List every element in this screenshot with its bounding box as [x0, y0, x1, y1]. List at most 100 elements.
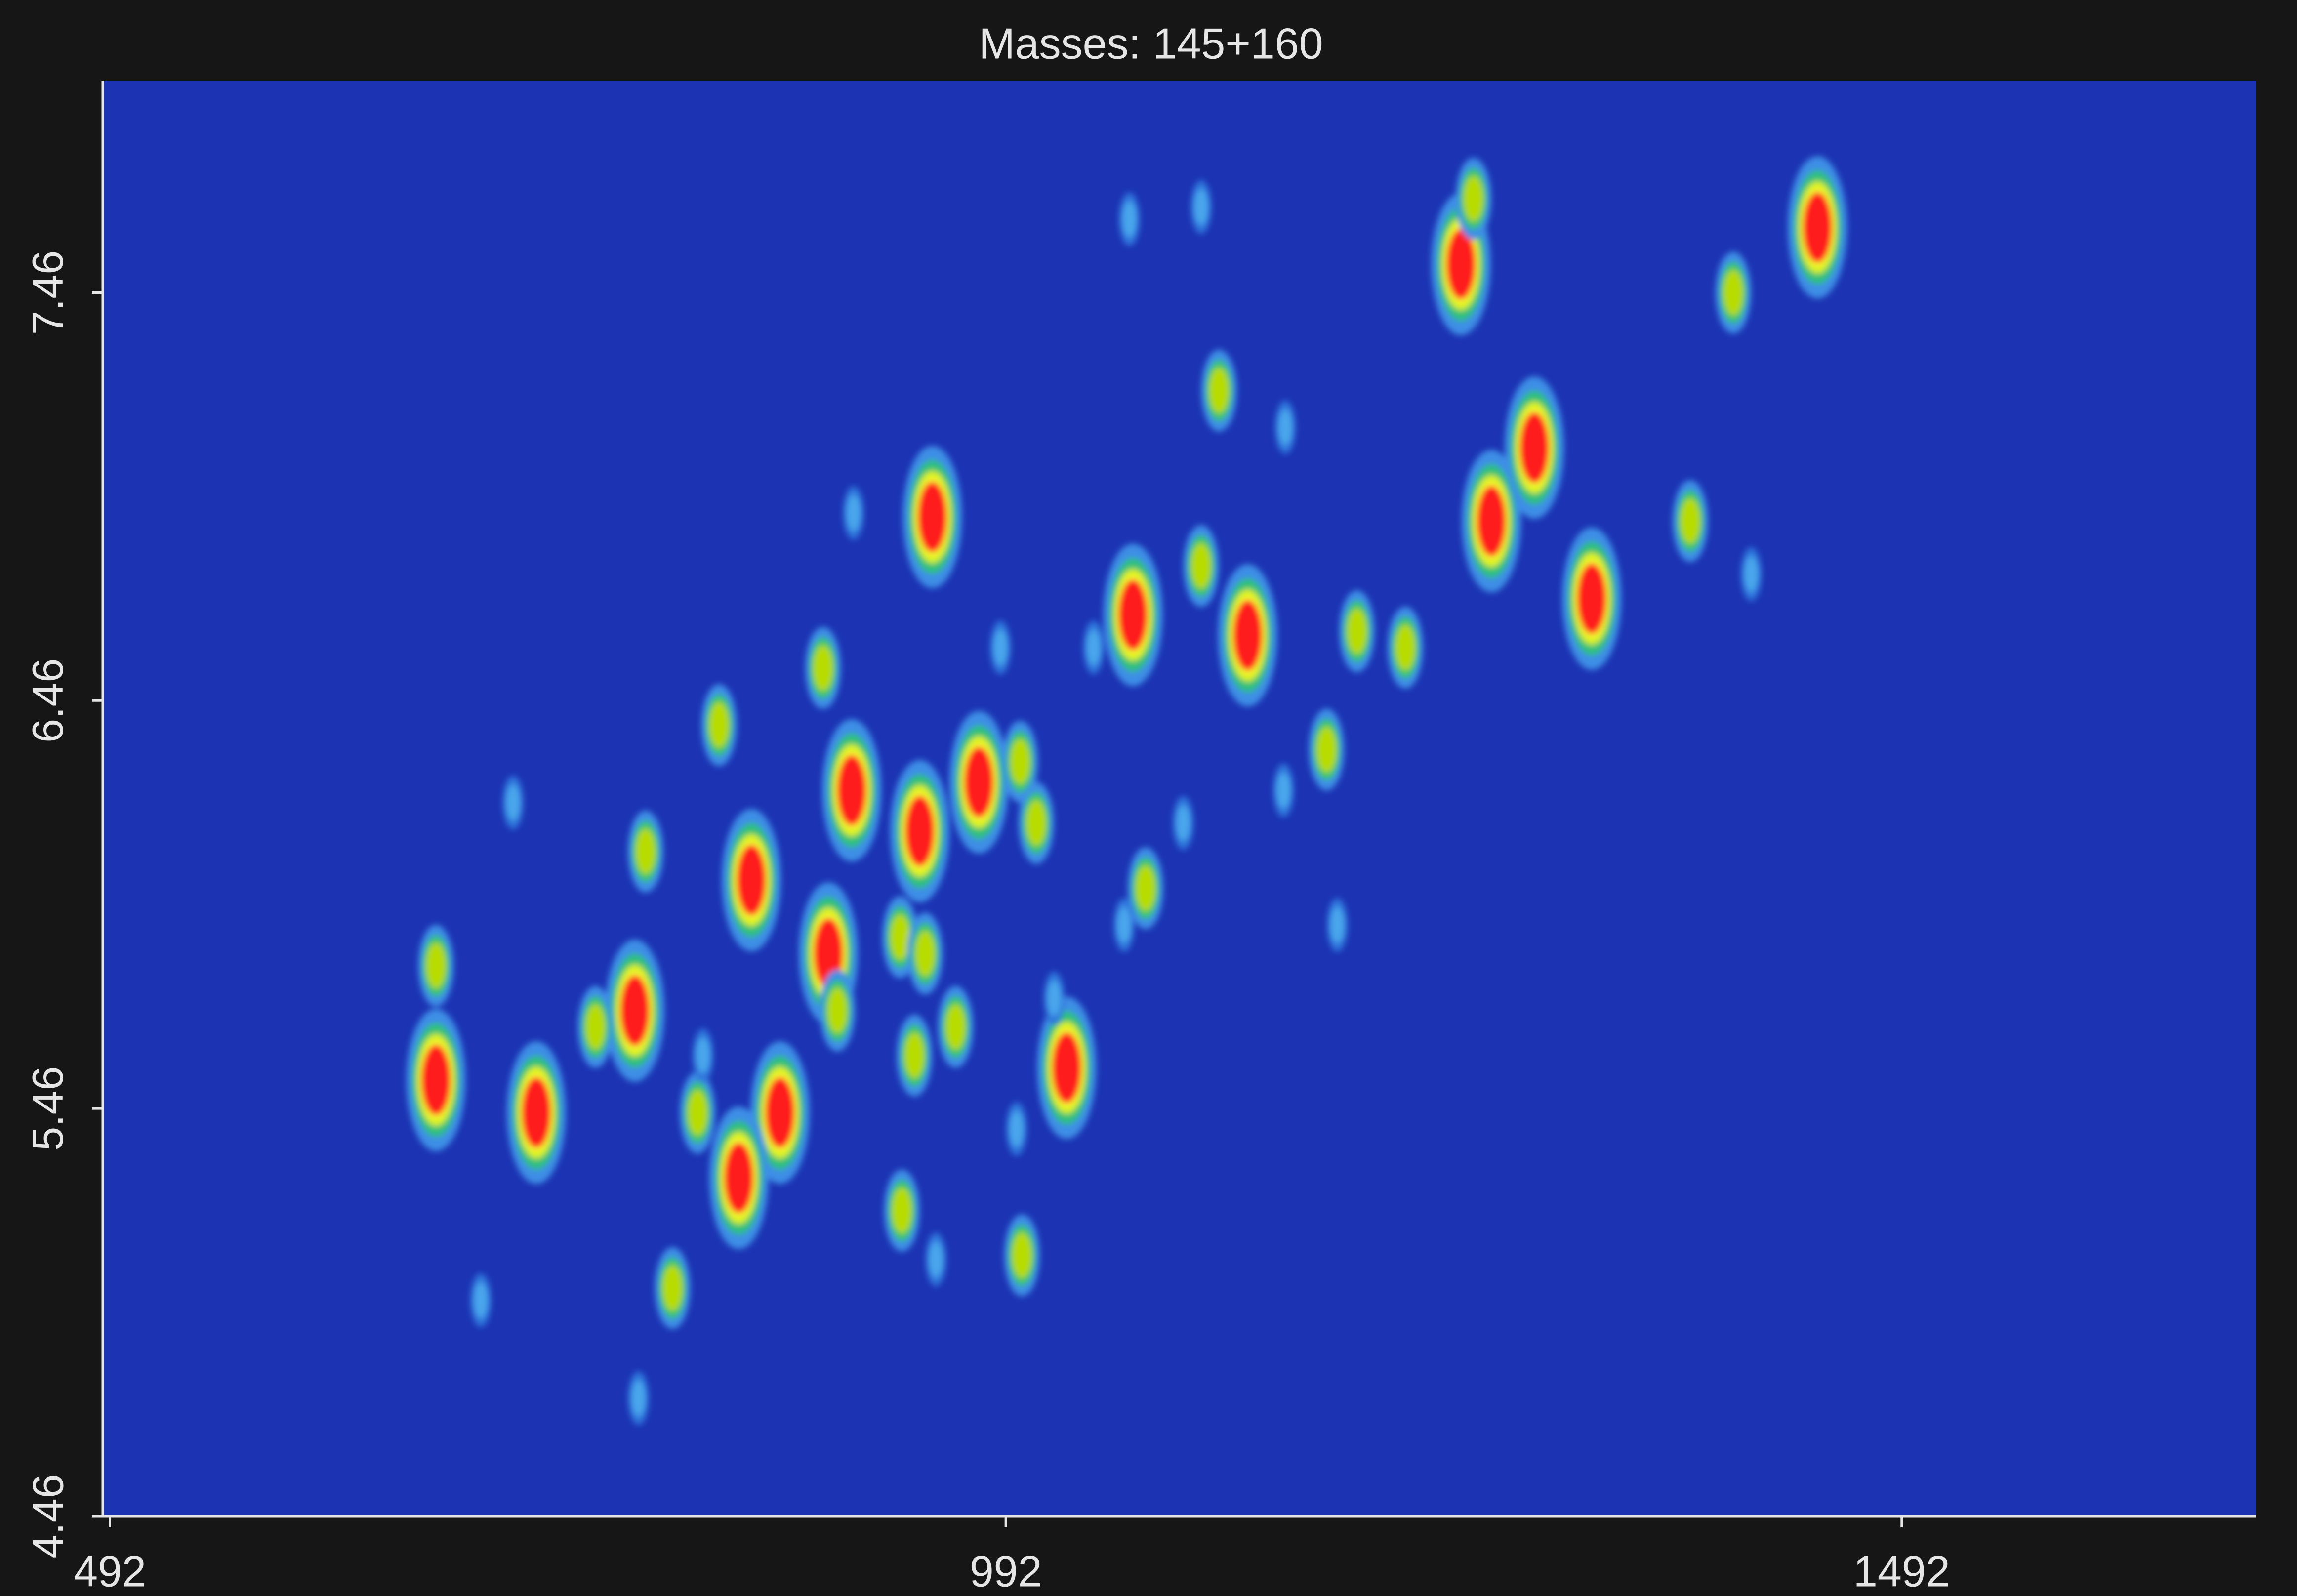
spot: [628, 811, 664, 893]
spot-layer: [1176, 805, 1190, 841]
spot: [949, 711, 1009, 854]
spot-layer: [1026, 800, 1046, 846]
spot-layer: [1744, 556, 1759, 592]
spot-layer: [1012, 1232, 1032, 1278]
y-tick-label: 5.46: [23, 1066, 72, 1151]
y-tick-label: 6.46: [23, 658, 72, 743]
spot-layer: [1680, 498, 1700, 544]
spot: [577, 986, 614, 1068]
spot: [693, 1028, 714, 1082]
spot-layer: [904, 1032, 925, 1078]
spot-layer: [945, 1004, 966, 1050]
spot-layer: [837, 754, 867, 826]
spot: [1715, 251, 1751, 334]
spot-layer: [1122, 201, 1137, 237]
spot-layer: [737, 844, 767, 916]
spot-layer: [905, 795, 935, 867]
spot-layer: [1086, 629, 1101, 665]
spot: [1183, 525, 1219, 607]
spot-layer: [631, 1380, 646, 1416]
spot-layer: [1463, 176, 1483, 222]
spot: [628, 1371, 649, 1425]
spot: [709, 1106, 769, 1249]
spot-layer: [421, 1044, 451, 1116]
spot: [907, 912, 943, 995]
spot-layer: [1194, 189, 1208, 225]
spot: [990, 620, 1011, 674]
spot-layer: [662, 1265, 683, 1311]
spot: [502, 776, 524, 829]
spot: [1431, 193, 1491, 335]
spot-layer: [1519, 412, 1550, 484]
spot-layer: [724, 1142, 754, 1214]
spot: [1462, 450, 1521, 592]
spot: [1083, 620, 1104, 674]
y-tick-label: 7.46: [23, 250, 72, 335]
spot: [470, 1273, 492, 1327]
spot: [1339, 590, 1375, 672]
spot: [1309, 708, 1345, 791]
spot: [1741, 547, 1762, 601]
spot-layer: [474, 1282, 488, 1318]
spot: [890, 760, 950, 902]
spot: [605, 939, 665, 1082]
spot: [506, 1041, 566, 1184]
x-tick-label: 492: [74, 1547, 146, 1596]
spot-layer: [506, 784, 520, 820]
spot-layer: [1047, 981, 1062, 1017]
spot: [884, 1169, 920, 1252]
spot: [406, 1009, 466, 1151]
spot-layer: [1010, 739, 1030, 785]
y-tick-label: 4.46: [23, 1474, 72, 1558]
spot-layer: [1191, 543, 1211, 589]
spot-layer: [696, 1037, 710, 1073]
spot: [805, 627, 841, 709]
spot-layer: [813, 645, 833, 691]
spot-layer: [915, 931, 935, 977]
spot: [1103, 543, 1163, 686]
spot-layer: [827, 987, 848, 1033]
spot-layer: [1395, 624, 1416, 670]
x-tick-label: 992: [970, 1547, 1042, 1596]
spot-layer: [1278, 409, 1293, 445]
spot-layer: [636, 828, 656, 874]
spot-layer: [1009, 1111, 1024, 1147]
spot: [701, 684, 737, 766]
spot: [820, 970, 856, 1052]
spot-layer: [1477, 485, 1507, 557]
spot-layer: [1316, 727, 1337, 773]
spot-layer: [1803, 192, 1833, 263]
spots: [406, 156, 1847, 1425]
spot-layer: [1577, 563, 1607, 634]
spot-layer: [917, 481, 947, 553]
spot: [902, 446, 962, 588]
spot: [1113, 898, 1135, 952]
spot: [722, 809, 781, 951]
spot-layer: [521, 1077, 551, 1148]
spot: [655, 1247, 691, 1329]
spot-layer: [1446, 228, 1476, 300]
spot: [843, 486, 864, 540]
spot-layer: [1347, 608, 1367, 654]
x-tick-label: 1492: [1853, 1547, 1950, 1596]
spot-layer: [426, 943, 446, 989]
spot-layer: [892, 1187, 912, 1233]
spot: [1004, 1214, 1040, 1297]
spot: [1672, 480, 1708, 562]
spot: [1455, 158, 1491, 240]
spot: [1505, 376, 1564, 519]
spot-layer: [709, 702, 729, 748]
spot-layer: [1330, 907, 1345, 943]
spot-layer: [964, 746, 994, 818]
spot: [822, 719, 882, 861]
spot: [1562, 527, 1622, 670]
spot: [1388, 607, 1424, 689]
spot-layer: [1118, 579, 1148, 651]
chart-title: Masses: 145+160: [979, 19, 1323, 68]
spot-layer: [1209, 368, 1229, 413]
spot: [938, 986, 974, 1068]
spot-layer: [929, 1241, 943, 1277]
spot: [1037, 996, 1097, 1139]
spot-layer: [846, 495, 861, 531]
spot: [1018, 782, 1054, 864]
